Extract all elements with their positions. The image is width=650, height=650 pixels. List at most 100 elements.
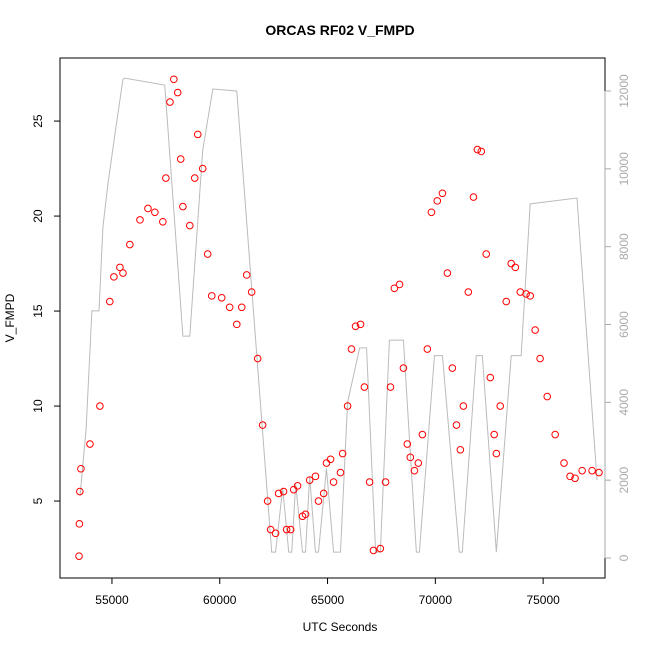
data-point [126, 240, 134, 249]
data-point [110, 273, 118, 281]
data-point [452, 421, 461, 429]
x-tick-label: 70000 [419, 593, 453, 607]
data-point [536, 354, 544, 363]
data-point [448, 364, 457, 372]
data-point [356, 320, 365, 329]
data-point [347, 345, 356, 353]
data-point [438, 189, 447, 198]
data-point [395, 280, 404, 289]
data-point [522, 290, 530, 298]
data-point [314, 497, 323, 505]
data-point [511, 263, 520, 272]
data-point [418, 430, 427, 439]
data-point [406, 453, 415, 462]
data-point [369, 546, 378, 555]
data-point [351, 322, 360, 331]
data-point [185, 221, 194, 230]
data-point [232, 320, 241, 329]
data-point [403, 440, 412, 448]
data-point [365, 478, 374, 486]
data-point [477, 147, 486, 156]
data-point [207, 292, 216, 300]
chart-title: ORCAS RF02 V_FMPD [265, 22, 414, 38]
data-point [274, 489, 283, 498]
data-point [531, 326, 539, 334]
data-point [119, 269, 127, 277]
data-point [360, 383, 369, 391]
data-point [266, 525, 275, 534]
y-tick-label: 15 [31, 304, 45, 318]
data-point [322, 459, 331, 467]
data-point [166, 98, 174, 106]
y2-tick-label: 10000 [617, 152, 631, 186]
data-point [456, 445, 465, 454]
y2-tick-label: 6000 [617, 311, 631, 338]
data-point [293, 482, 302, 490]
data-point [176, 155, 185, 163]
x-axis-label: UTC Seconds [303, 620, 378, 634]
data-point [490, 430, 498, 439]
data-point [96, 402, 104, 410]
data-point [588, 466, 596, 475]
data-point [305, 476, 314, 484]
data-point [311, 472, 320, 481]
y2-tick-label: 2000 [617, 466, 631, 493]
data-point [496, 402, 505, 410]
x-tick-label: 55000 [95, 593, 129, 607]
altitude-line [79, 77, 598, 553]
data-point [242, 271, 251, 279]
data-point [410, 466, 419, 475]
x-tick-label: 75000 [526, 593, 560, 607]
data-point [399, 364, 408, 372]
data-point [486, 373, 495, 382]
data-point [286, 525, 295, 534]
data-point [289, 485, 298, 494]
y-axis-label: V_FMPD [3, 293, 17, 342]
data-point [271, 529, 280, 538]
data-point [136, 216, 144, 224]
data-point [560, 459, 568, 467]
data-point [193, 130, 202, 139]
data-point [75, 552, 83, 560]
data-point [116, 263, 124, 272]
data-point [170, 75, 178, 84]
data-point [225, 303, 234, 312]
y2-tick-label: 12000 [617, 74, 631, 108]
data-point [551, 430, 559, 439]
data-point [492, 449, 501, 458]
data-point [459, 402, 468, 410]
data-point [77, 464, 85, 473]
data-point [329, 478, 338, 486]
data-point [203, 250, 212, 258]
data-point [433, 197, 442, 205]
data-point [336, 468, 345, 477]
y-tick-label: 20 [31, 209, 45, 223]
data-point [414, 459, 423, 467]
data-point [526, 292, 534, 300]
data-point [237, 303, 246, 312]
data-point [571, 474, 579, 483]
data-point [427, 208, 436, 217]
data-point [566, 472, 574, 481]
data-point [76, 487, 84, 496]
data-point [282, 525, 291, 534]
data-point [507, 259, 516, 268]
data-point [217, 293, 226, 302]
y-tick-label: 10 [31, 399, 45, 413]
data-point [106, 297, 114, 306]
data-point [473, 145, 482, 154]
data-point [338, 449, 347, 458]
data-point [86, 440, 94, 448]
data-point [326, 455, 335, 464]
data-point [279, 487, 288, 496]
data-point [151, 208, 159, 217]
data-point [469, 193, 478, 201]
data-point [263, 497, 272, 505]
data-point [376, 544, 385, 553]
data-point [179, 202, 187, 211]
data-point [381, 478, 390, 486]
y2-tick-label: 8000 [617, 233, 631, 260]
data-point [144, 204, 152, 213]
data-point [543, 392, 552, 401]
